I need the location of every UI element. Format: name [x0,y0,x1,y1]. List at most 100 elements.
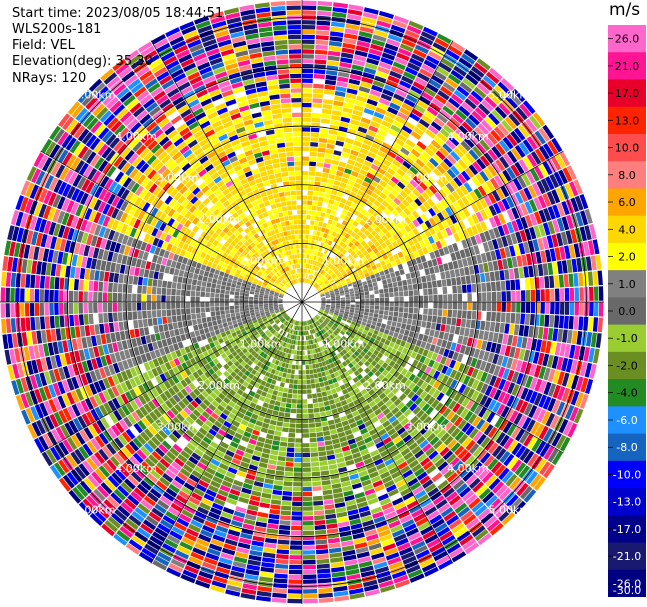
velocity-gate [433,294,438,302]
velocity-gate [424,506,437,517]
velocity-gate [321,285,326,289]
velocity-gate [460,276,466,285]
velocity-gate [490,129,502,142]
velocity-gate [183,406,192,416]
velocity-gate [271,336,277,341]
velocity-gate [355,307,360,311]
velocity-gate [325,410,333,416]
velocity-gate [263,443,272,450]
velocity-gate [266,408,273,415]
velocity-gate [403,290,409,297]
velocity-gate [174,475,186,486]
velocity-gate [515,428,526,442]
velocity-gate [526,470,538,485]
velocity-gate [377,318,383,323]
velocity-gate [353,350,360,357]
velocity-gate [395,479,407,488]
velocity-gate [68,420,79,434]
velocity-gate [363,176,372,184]
velocity-gate [366,319,372,325]
velocity-gate [308,408,314,414]
velocity-gate [265,311,270,314]
velocity-gate [421,91,434,102]
velocity-gate [84,384,93,397]
velocity-gate [520,203,529,216]
velocity-gate [422,26,438,37]
velocity-gate [542,124,555,140]
velocity-gate [516,482,529,497]
velocity-gate [93,381,102,393]
velocity-gate [299,321,301,326]
velocity-gate [11,380,20,396]
velocity-gate [491,445,503,458]
velocity-gate [279,366,285,372]
velocity-gate [238,466,248,473]
velocity-gate [483,230,492,242]
velocity-gate [292,496,302,502]
velocity-gate [587,240,595,256]
velocity-gate [137,503,151,515]
velocity-gate [263,303,269,306]
velocity-gate [400,405,409,414]
velocity-gate [258,302,264,305]
velocity-gate [285,403,292,408]
velocity-gate [64,422,75,436]
velocity-gate [145,352,152,362]
velocity-gate [467,377,475,388]
velocity-gate [157,499,170,510]
velocity-gate [395,439,405,449]
velocity-gate [195,483,207,493]
velocity-gate [369,250,375,257]
velocity-gate [418,35,434,46]
velocity-gate [403,355,410,363]
velocity-gate [104,323,110,334]
velocity-gate [356,95,368,103]
velocity-gate [505,473,518,487]
velocity-gate [78,446,90,460]
velocity-gate [484,207,493,218]
velocity-gate [394,270,401,277]
velocity-gate [479,170,489,182]
velocity-gate [507,456,519,470]
velocity-gate [475,484,488,497]
velocity-gate [255,420,263,427]
velocity-gate [194,330,201,337]
velocity-gate [403,173,412,183]
velocity-gate [326,300,331,302]
velocity-gate [297,340,300,346]
velocity-gate [353,370,360,377]
velocity-gate [107,343,114,354]
velocity-gate [144,428,154,439]
velocity-gate [374,305,380,310]
velocity-gate [320,465,329,471]
velocity-gate [390,188,399,197]
velocity-gate [429,436,440,446]
velocity-gate [431,472,443,483]
velocity-gate [348,123,359,131]
velocity-gate [336,282,342,286]
velocity-gate [532,182,542,197]
velocity-gate [450,165,460,176]
velocity-gate [108,412,119,424]
velocity-gate [44,371,52,385]
velocity-gate [326,274,331,280]
velocity-gate [322,167,330,174]
velocity-gate [239,305,244,309]
velocity-gate [319,274,323,280]
velocity-gate [303,550,316,555]
velocity-gate [519,431,530,444]
velocity-gate [221,458,231,467]
velocity-gate [205,466,216,476]
velocity-gate [568,316,574,330]
velocity-gate [195,579,211,589]
velocity-gate [339,471,349,478]
velocity-gate [459,534,474,546]
velocity-gate [309,428,316,433]
velocity-gate [231,341,237,347]
velocity-gate [598,286,604,301]
velocity-gate [153,408,162,419]
velocity-gate [484,373,493,385]
velocity-gate [197,360,204,368]
velocity-gate [288,333,292,339]
velocity-gate [360,351,366,357]
